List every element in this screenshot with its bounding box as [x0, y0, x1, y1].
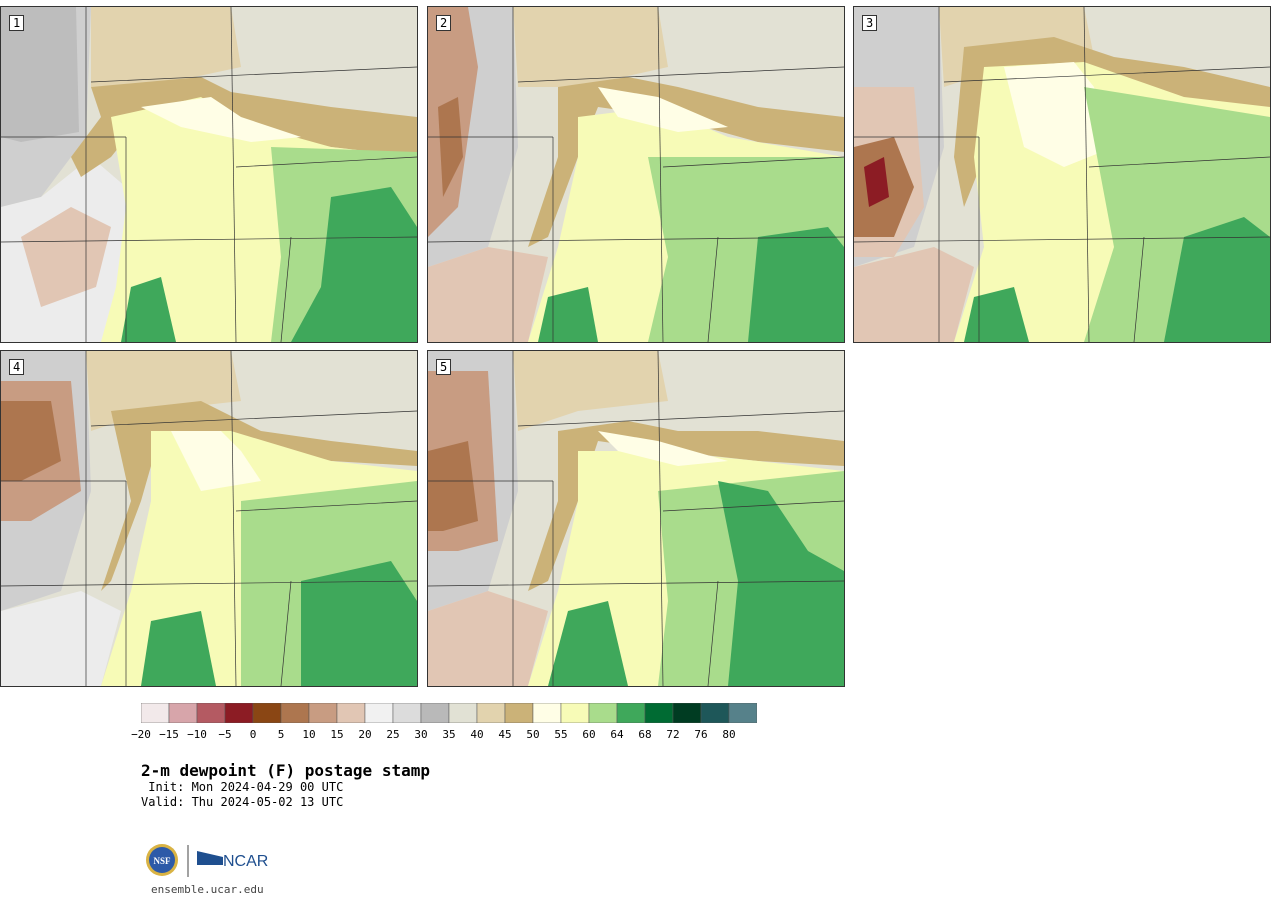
svg-text:NCAR: NCAR [223, 853, 268, 870]
colorbar [141, 703, 757, 723]
colorbar-tick-label: −20 [131, 728, 151, 741]
colorbar-tick-label: 0 [249, 728, 257, 741]
colorbar-swatch [392, 703, 422, 723]
dewpoint-map [1, 7, 417, 342]
colorbar-tick-label: 15 [330, 728, 344, 741]
panel-number-label: 2 [436, 15, 452, 31]
colorbar-tick-label: 40 [470, 728, 484, 741]
panel-number-label: 5 [436, 359, 452, 375]
colorbar-tick-label: 68 [638, 728, 652, 741]
colorbar-swatch [448, 703, 478, 723]
colorbar-swatch [364, 703, 394, 723]
map-panel-4: 4 [0, 350, 418, 687]
panel-number-label: 4 [9, 359, 25, 375]
colorbar-swatch [168, 703, 198, 723]
panel-number-label: 3 [862, 15, 878, 31]
nsf-ncar-logo: NSF NCAR [146, 844, 268, 877]
colorbar-swatch [196, 703, 226, 723]
colorbar-swatch [700, 703, 730, 723]
colorbar-swatch [336, 703, 366, 723]
colorbar-tick-label: 30 [414, 728, 428, 741]
dewpoint-map [428, 351, 844, 686]
map-panel-1: 1 [0, 6, 418, 343]
colorbar-tick-label: −10 [187, 728, 207, 741]
colorbar-swatch [280, 703, 310, 723]
init-time: Init: Mon 2024-04-29 00 UTC [141, 780, 344, 794]
dewpoint-map [854, 7, 1270, 342]
colorbar-tick-label: 50 [526, 728, 540, 741]
plot-title: 2-m dewpoint (F) postage stamp [141, 761, 430, 780]
colorbar-tick-label: 80 [722, 728, 736, 741]
map-panel-3: 3 [853, 6, 1271, 343]
colorbar-swatch [224, 703, 254, 723]
valid-time: Valid: Thu 2024-05-02 13 UTC [141, 795, 344, 809]
dewpoint-map [1, 351, 417, 686]
colorbar-swatch [532, 703, 562, 723]
colorbar-tick-label: 64 [610, 728, 624, 741]
colorbar-tick-label: 72 [666, 728, 680, 741]
colorbar-tick-label: 35 [442, 728, 456, 741]
colorbar-swatch [141, 703, 170, 723]
colorbar-swatch [476, 703, 506, 723]
colorbar-tick-label: −5 [218, 728, 232, 741]
colorbar-tick-label: −15 [159, 728, 179, 741]
colorbar-tick-label: 20 [358, 728, 372, 741]
colorbar-swatch [616, 703, 646, 723]
dewpoint-map [428, 7, 844, 342]
colorbar-tick-label: 76 [694, 728, 708, 741]
colorbar-swatch [308, 703, 338, 723]
colorbar-tick-label: 25 [386, 728, 400, 741]
colorbar-swatch [672, 703, 702, 723]
map-panel-5: 5 [427, 350, 845, 687]
site-url: ensemble.ucar.edu [151, 883, 264, 896]
colorbar-swatch [728, 703, 757, 723]
colorbar-tick-label: 45 [498, 728, 512, 741]
colorbar-swatch [560, 703, 590, 723]
colorbar-swatch [588, 703, 618, 723]
svg-text:NSF: NSF [153, 856, 171, 866]
colorbar-swatch [252, 703, 282, 723]
panel-number-label: 1 [9, 15, 25, 31]
map-panel-2: 2 [427, 6, 845, 343]
colorbar-tick-label: 10 [302, 728, 316, 741]
colorbar-swatch [504, 703, 534, 723]
colorbar-swatch [644, 703, 674, 723]
colorbar-tick-label: 55 [554, 728, 568, 741]
colorbar-tick-label: 5 [277, 728, 285, 741]
colorbar-tick-label: 60 [582, 728, 596, 741]
colorbar-swatch [420, 703, 450, 723]
